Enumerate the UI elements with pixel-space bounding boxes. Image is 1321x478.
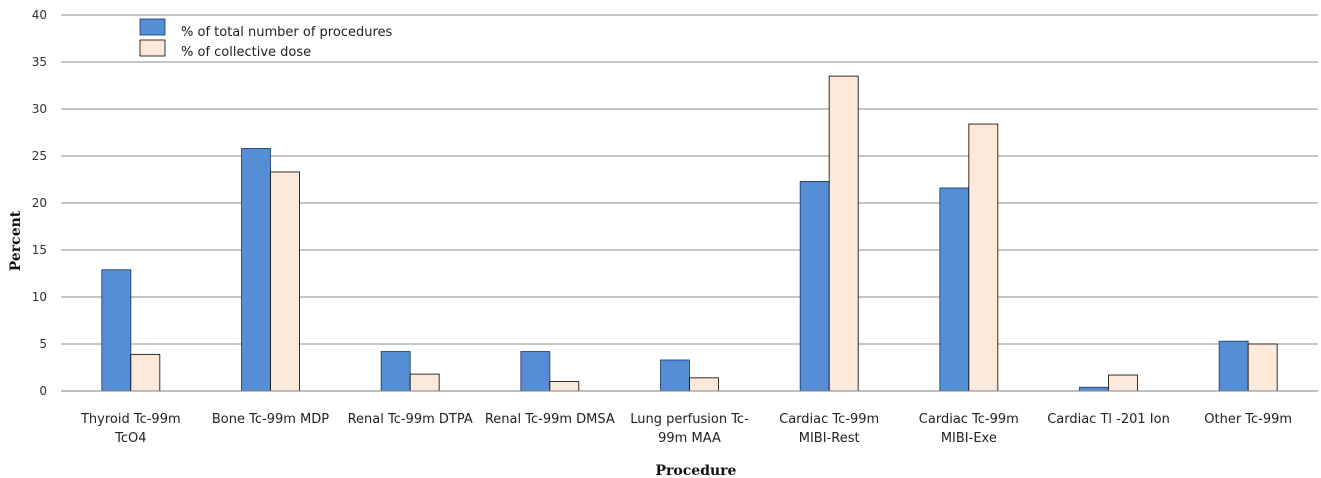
- x-category-label: 99m MAA: [658, 431, 721, 446]
- x-category-label: Cardiac Tc-99m: [919, 412, 1019, 427]
- bar-procedures: [660, 359, 690, 392]
- x-category-label: MIBI-Rest: [799, 431, 860, 446]
- bar-collective-dose: [270, 171, 300, 392]
- legend: % of total number of procedures % of col…: [139, 18, 392, 60]
- x-category-label: Cardiac Tc-99m: [779, 412, 879, 427]
- bar-procedures: [101, 269, 132, 392]
- y-tick-label: 25: [32, 149, 47, 163]
- x-category-label: TcO4: [114, 431, 146, 446]
- y-tick-label: 10: [32, 290, 47, 304]
- x-axis-categories: Thyroid Tc-99m TcO4 Bone Tc-99m MDP Renal T…: [80, 412, 1292, 446]
- x-category-label: Renal Tc-99m DMSA: [485, 412, 615, 427]
- bar-collective-dose: [1108, 374, 1138, 392]
- legend-swatch-collective-dose: [139, 39, 166, 57]
- y-tick-label: 40: [32, 8, 47, 22]
- bar-procedures: [799, 180, 830, 392]
- y-tick-label: 0: [39, 384, 47, 398]
- y-tick-label: 5: [39, 337, 47, 351]
- bar-collective-dose: [409, 373, 440, 392]
- y-axis-ticks: 0 5 10 15 20 25 30 35 40: [32, 8, 47, 398]
- y-tick-label: 35: [32, 55, 47, 69]
- bar-collective-dose: [968, 123, 999, 392]
- y-tick-label: 30: [32, 102, 47, 116]
- legend-label-procedures: % of total number of procedures: [181, 25, 392, 40]
- bar-procedures: [1218, 340, 1249, 392]
- bar-collective-dose: [549, 381, 580, 392]
- x-axis-title: Procedure: [656, 463, 737, 478]
- y-tick-label: 15: [32, 243, 47, 257]
- x-category-label: Bone Tc-99m MDP: [212, 412, 329, 427]
- bar-collective-dose: [1247, 343, 1278, 392]
- x-category-label: Other Tc-99m: [1204, 412, 1292, 427]
- bar-collective-dose: [828, 75, 859, 392]
- x-category-label: Cardiac Tl -201 Ion: [1047, 412, 1170, 427]
- x-category-label: MIBI-Exe: [941, 431, 997, 446]
- bar-collective-dose: [689, 377, 719, 392]
- bars: [101, 75, 1278, 392]
- bar-procedures: [380, 351, 411, 392]
- bar-collective-dose: [130, 353, 161, 392]
- x-category-label: Renal Tc-99m DTPA: [348, 412, 473, 427]
- bar-procedures: [520, 351, 551, 392]
- x-category-label: Lung perfusion Tc-: [630, 412, 749, 427]
- y-axis-title: Percent: [8, 210, 24, 271]
- legend-label-collective-dose: % of collective dose: [181, 45, 311, 60]
- x-category-label: Thyroid Tc-99m: [80, 412, 181, 427]
- y-tick-label: 20: [32, 196, 47, 210]
- bar-procedures: [241, 148, 271, 392]
- bar-procedures: [939, 187, 970, 392]
- legend-swatch-procedures: [139, 18, 166, 36]
- bar-procedures: [1079, 386, 1109, 392]
